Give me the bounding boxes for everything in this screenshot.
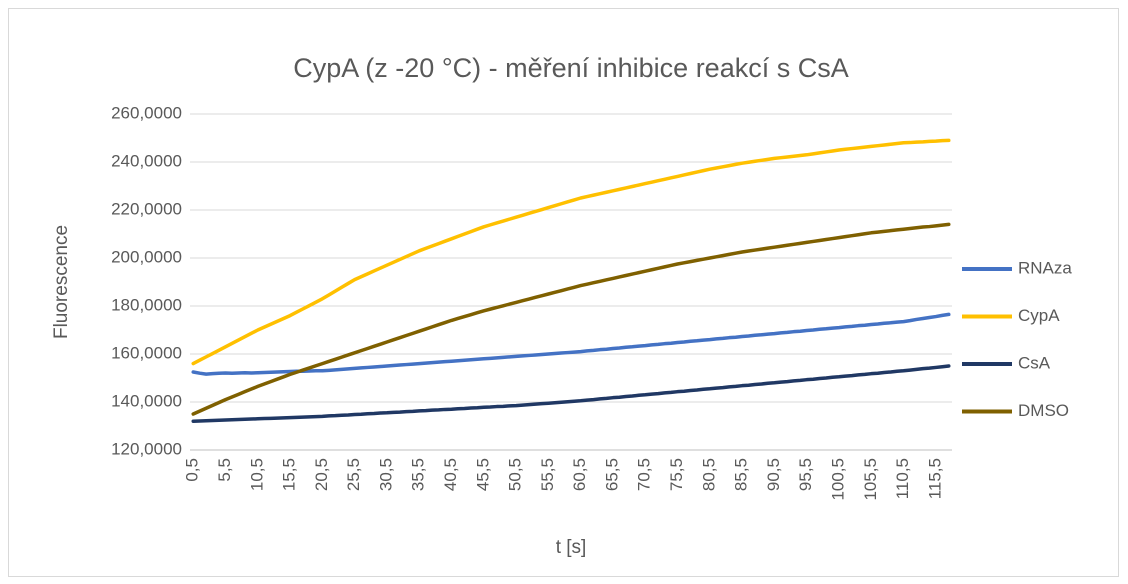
x-tick-label: 110,5 xyxy=(893,458,912,499)
x-tick-label: 85,5 xyxy=(732,458,751,491)
y-tick-label: 140,0000 xyxy=(111,391,182,410)
x-tick-label: 5,5 xyxy=(215,458,234,482)
series-line xyxy=(191,222,951,416)
chart-border xyxy=(8,8,1119,577)
y-axis-title: Fluorescence xyxy=(51,225,72,339)
y-tick-label: 220,0000 xyxy=(111,199,182,218)
series-line xyxy=(191,138,951,366)
x-tick-label: 115,5 xyxy=(925,458,944,499)
x-tick-label: 20,5 xyxy=(312,458,331,491)
x-tick-label: 80,5 xyxy=(699,458,718,491)
legend-label: RNAza xyxy=(1018,258,1072,277)
x-tick-label: 60,5 xyxy=(570,458,589,491)
x-tick-label: 0,5 xyxy=(183,458,202,482)
x-tick-label: 45,5 xyxy=(473,458,492,491)
x-tick-label: 50,5 xyxy=(506,458,525,491)
x-tick-label: 70,5 xyxy=(635,458,654,491)
y-tick-label: 160,0000 xyxy=(111,343,182,362)
y-tick-label: 120,0000 xyxy=(111,439,182,458)
legend-label: DMSO xyxy=(1018,401,1069,420)
legend-label: CypA xyxy=(1018,306,1060,325)
x-tick-label: 65,5 xyxy=(602,458,621,491)
x-tick-label: 105,5 xyxy=(861,458,880,501)
y-tick-label: 240,0000 xyxy=(111,151,182,170)
y-tick-label: 180,0000 xyxy=(111,295,182,314)
x-tick-label: 35,5 xyxy=(409,458,428,491)
x-tick-label: 95,5 xyxy=(796,458,815,491)
x-tick-label: 15,5 xyxy=(280,458,299,491)
x-tick-label: 40,5 xyxy=(441,458,460,491)
x-tick-label: 75,5 xyxy=(667,458,686,491)
x-tick-label: 90,5 xyxy=(764,458,783,491)
series-line xyxy=(191,312,951,376)
x-tick-label: 10,5 xyxy=(247,458,266,491)
x-tick-label: 55,5 xyxy=(538,458,557,491)
y-tick-label: 260,0000 xyxy=(111,103,182,122)
legend-label: CsA xyxy=(1018,353,1051,372)
x-tick-label: 30,5 xyxy=(376,458,395,491)
x-tick-label: 100,5 xyxy=(828,458,847,501)
x-axis-title: t [s] xyxy=(556,537,587,558)
y-tick-label: 200,0000 xyxy=(111,247,182,266)
chart-title: CypA (z -20 °C) - měření inhibice reakcí… xyxy=(293,53,848,83)
series-line xyxy=(191,364,951,423)
x-tick-label: 25,5 xyxy=(344,458,363,491)
